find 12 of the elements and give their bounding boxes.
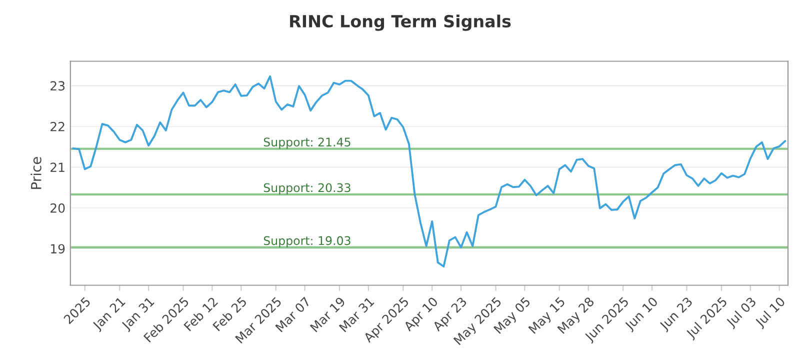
y-tick-label: 20	[50, 203, 65, 213]
y-tick-label: 19	[51, 244, 65, 254]
chart-title: RINC Long Term Signals	[290, 14, 511, 31]
ref-line-label: Support: 20.33	[264, 183, 350, 194]
ref-line-label: Support: 19.03	[264, 236, 350, 248]
y-tick-label: 22	[50, 122, 64, 132]
ref-line-label: Support: 21.45	[264, 138, 350, 149]
y-tick-label: 21	[50, 162, 64, 172]
x-tick-label: Jul 10	[754, 296, 788, 330]
y-axis-title: Price	[30, 157, 42, 189]
line-series	[72, 75, 786, 268]
y-tick-label: 23	[50, 81, 65, 91]
